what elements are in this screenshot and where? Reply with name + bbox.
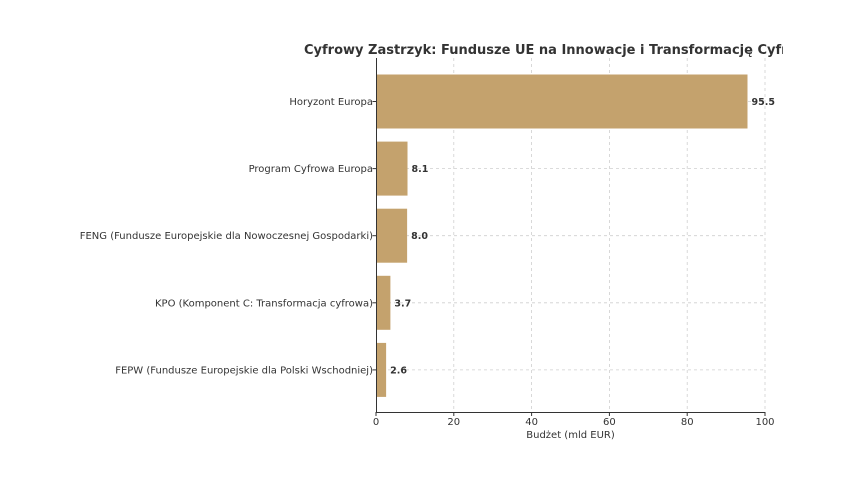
x-tick-label-0: 0 — [373, 417, 379, 428]
category-label-3: KPO (Komponent C: Transformacja cyfrowa) — [155, 298, 373, 309]
category-label-2: FENG (Fundusze Europejskie dla Nowoczesn… — [80, 231, 373, 242]
x-axis-label: Budżet (mld EUR) — [526, 430, 615, 441]
category-label-1: Program Cyfrowa Europa — [249, 164, 373, 175]
value-label-4: 2.6 — [390, 365, 407, 376]
category-label-0: Horyzont Europa — [289, 97, 373, 108]
axes — [376, 58, 765, 413]
bar-1 — [376, 141, 408, 196]
x-ticks: 0 20 40 60 80 100 — [372, 101, 775, 428]
bar-2 — [376, 208, 408, 263]
bar-3 — [376, 275, 391, 330]
bar-4 — [376, 342, 387, 397]
x-tick-label-1: 20 — [447, 417, 460, 428]
value-label-3: 3.7 — [394, 298, 411, 309]
bar-0 — [376, 74, 748, 129]
category-labels: Horyzont Europa Program Cyfrowa Europa FEN… — [80, 97, 373, 376]
value-label-1: 8.1 — [412, 164, 429, 175]
chart-title: Cyfrowy Zastrzyk: Fundusze UE na Innowac… — [304, 43, 860, 58]
value-label-2: 8.0 — [411, 231, 428, 242]
value-label-0: 95.5 — [751, 97, 774, 108]
x-tick-label-3: 60 — [603, 417, 616, 428]
grid — [376, 58, 766, 412]
value-labels: 95.5 8.1 8.0 3.7 2.6 — [390, 97, 775, 376]
x-tick-label-4: 80 — [681, 417, 694, 428]
x-tick-label-2: 40 — [525, 417, 538, 428]
x-tick-label-5: 100 — [755, 417, 774, 428]
category-label-4: FEPW (Fundusze Europejskie dla Polski Ws… — [115, 365, 373, 376]
bars — [376, 74, 748, 397]
